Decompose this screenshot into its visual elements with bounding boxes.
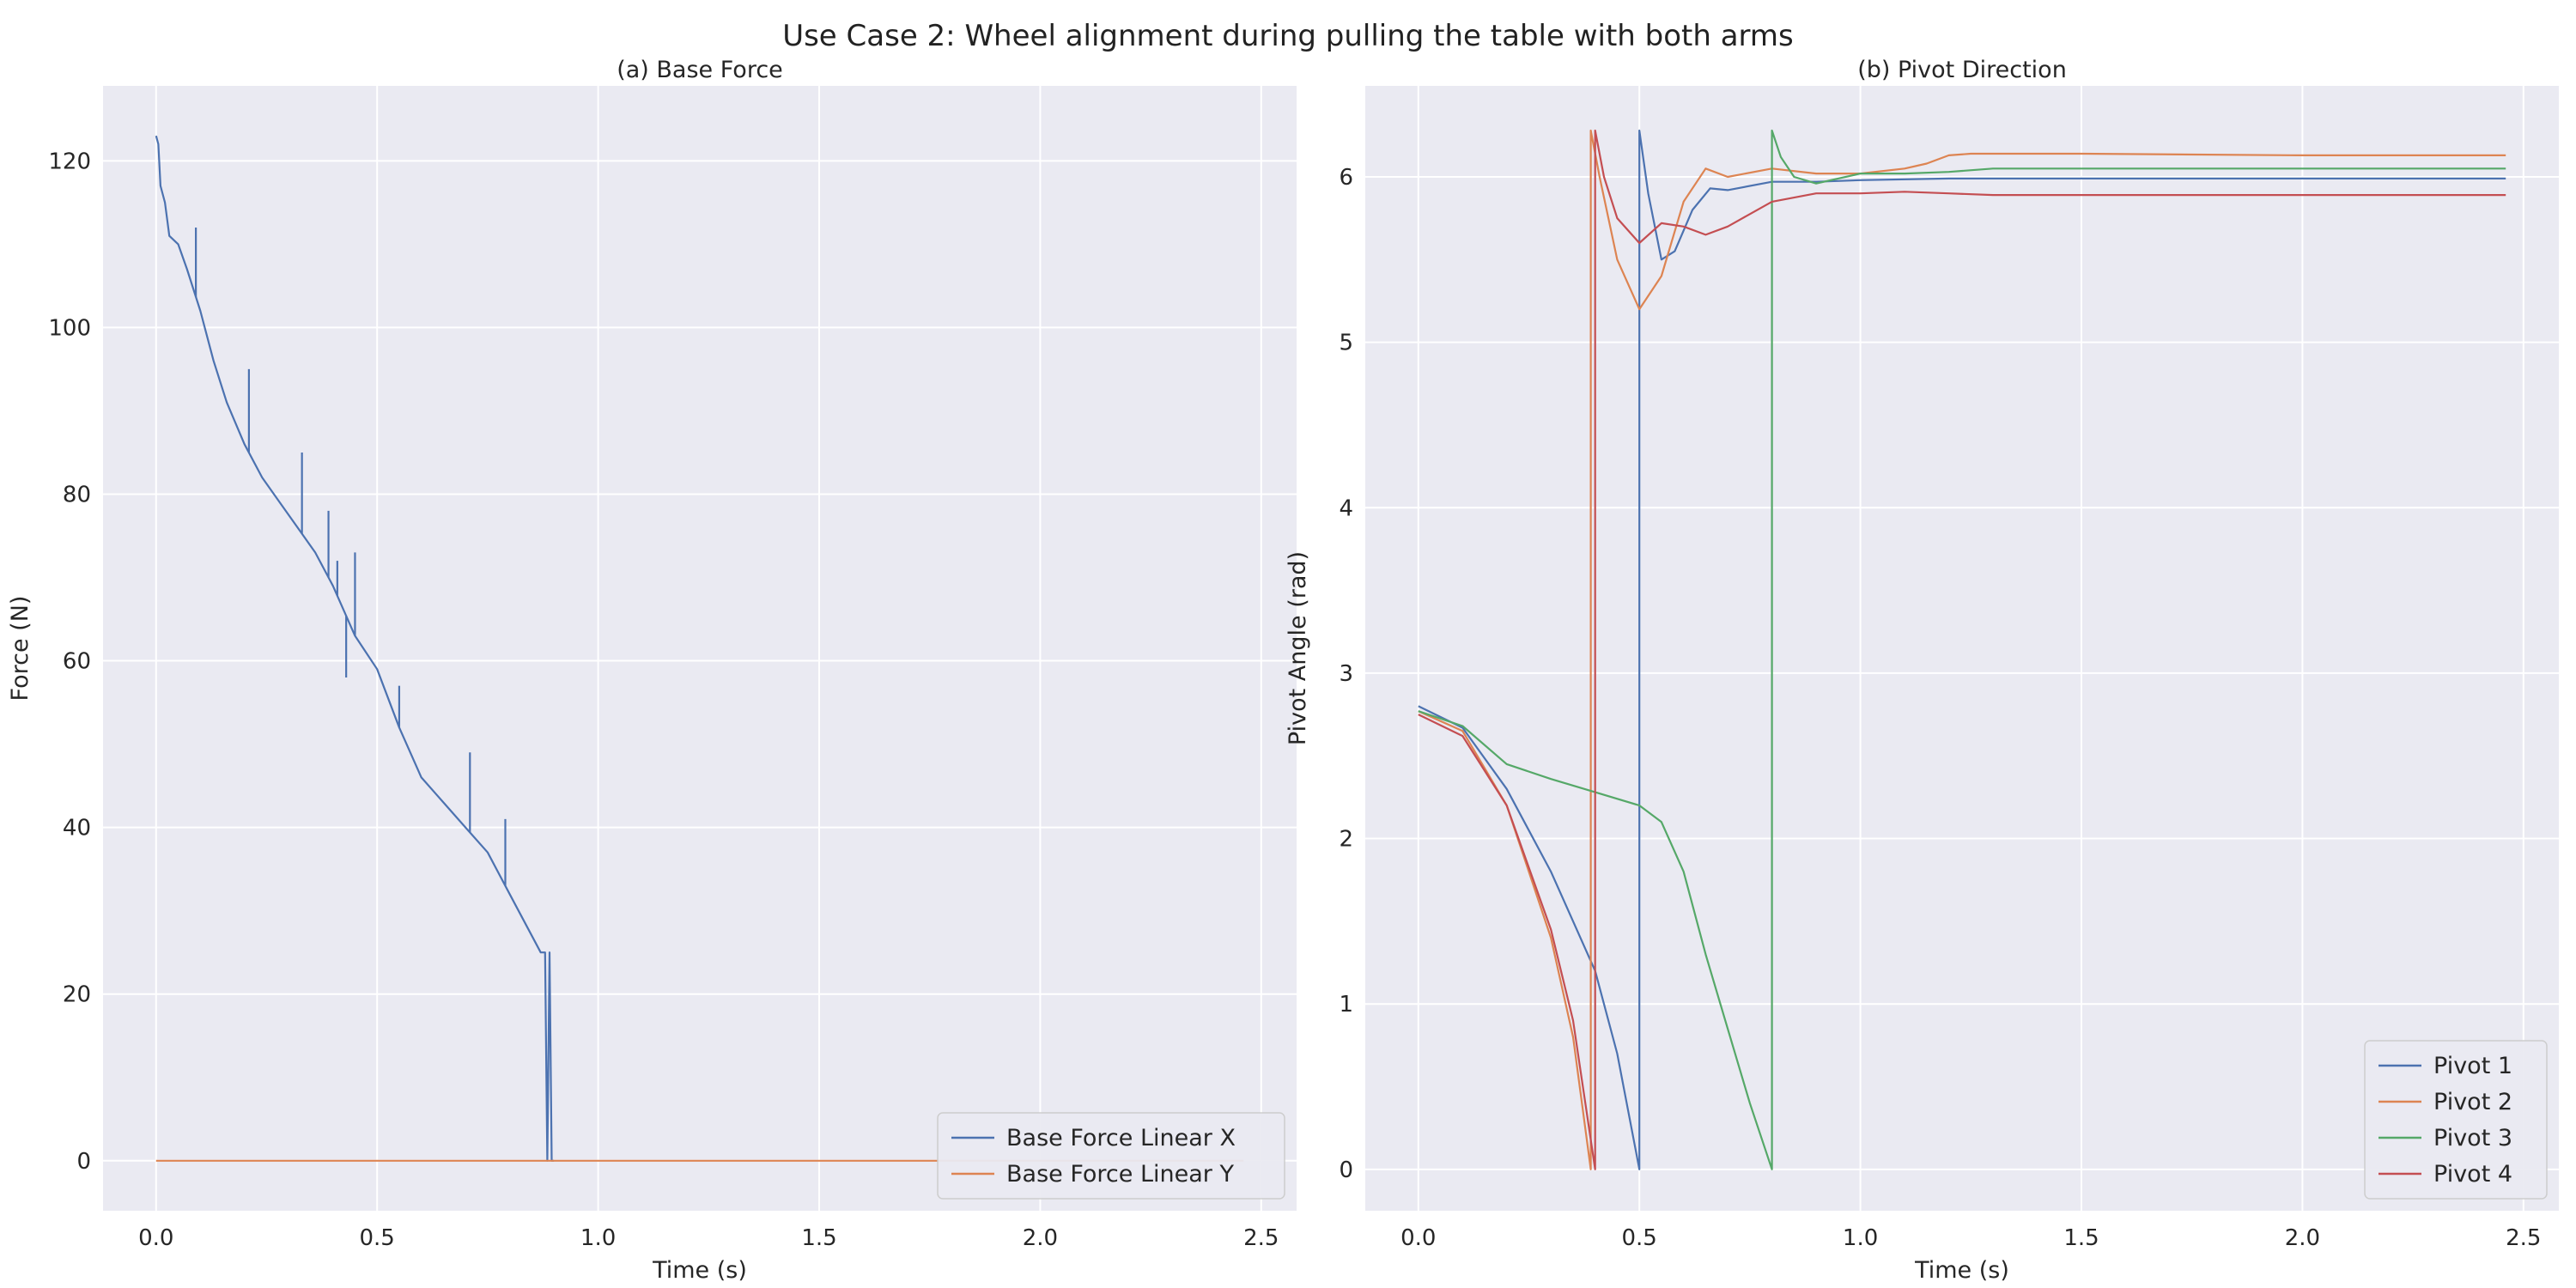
legend: Base Force Linear X Base Force Linear Y bbox=[937, 1112, 1285, 1200]
series-line-1 bbox=[155, 135, 555, 1162]
y-tick-label: 40 bbox=[63, 816, 91, 841]
figure-title: Use Case 2: Wheel alignment during pulli… bbox=[782, 19, 1794, 53]
y-tick-label: 0 bbox=[76, 1149, 91, 1175]
y-tick-label: 80 bbox=[63, 482, 91, 507]
legend-box bbox=[937, 1112, 1285, 1200]
legend-label: Base Force Linear X bbox=[1006, 1125, 1236, 1151]
x-tick-label: 0.5 bbox=[360, 1225, 395, 1251]
x-tick-label: 1.5 bbox=[801, 1225, 836, 1251]
y-axis-label: Force (N) bbox=[7, 596, 33, 702]
y-tick-label: 60 bbox=[63, 649, 91, 675]
x-axis-label: Time (s) bbox=[652, 1257, 747, 1284]
x-tick-label: 1.0 bbox=[580, 1225, 616, 1251]
y-tick-label: 20 bbox=[63, 982, 91, 1008]
chart-title: (a) Base Force bbox=[617, 57, 783, 83]
x-tick-label: 0.0 bbox=[138, 1225, 173, 1251]
legend-label: Base Force Linear Y bbox=[1006, 1161, 1234, 1188]
plot-background bbox=[103, 86, 1297, 1211]
plot-area-0: 0.0 0.5 1.0 1.5 2.0 2.5 0 20 40 60 80 100 120 (a) Bas… bbox=[7, 57, 1297, 1284]
y-tick-label: 100 bbox=[48, 315, 91, 341]
x-tick-label: 2.5 bbox=[1243, 1225, 1279, 1251]
x-tick-label: 2.0 bbox=[1023, 1225, 1058, 1251]
y-tick-label: 120 bbox=[48, 149, 91, 174]
